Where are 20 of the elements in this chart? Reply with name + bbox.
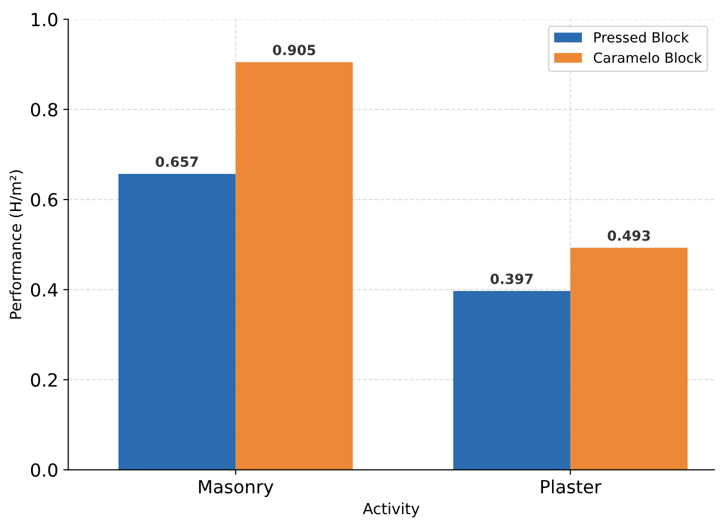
data-label: 0.657 (156, 156, 198, 167)
data-label: 0.397 (490, 274, 533, 284)
y-tick-label: 0.2 (31, 373, 57, 387)
x-tick-label: Masonry (199, 480, 274, 497)
bar (570, 248, 688, 470)
x-axis-title: Activity (362, 502, 420, 518)
y-tick-label: 1.0 (32, 12, 58, 26)
bar (236, 62, 353, 470)
legend-label: Caramelo Block (594, 52, 702, 63)
y-tick-label: 0.6 (31, 192, 58, 207)
data-label: 0.905 (272, 44, 316, 56)
legend-label: Pressed Block (594, 32, 689, 43)
bar (118, 174, 236, 470)
y-axis-title: Performance (H/m²) (9, 170, 24, 319)
y-tick-label: 0.0 (31, 463, 58, 477)
y-tick-label: 0.4 (31, 283, 58, 297)
x-tick-label: Plaster (541, 480, 602, 494)
bar (453, 290, 570, 470)
data-label: 0.493 (608, 230, 650, 241)
y-tick-label: 0.8 (31, 102, 58, 117)
